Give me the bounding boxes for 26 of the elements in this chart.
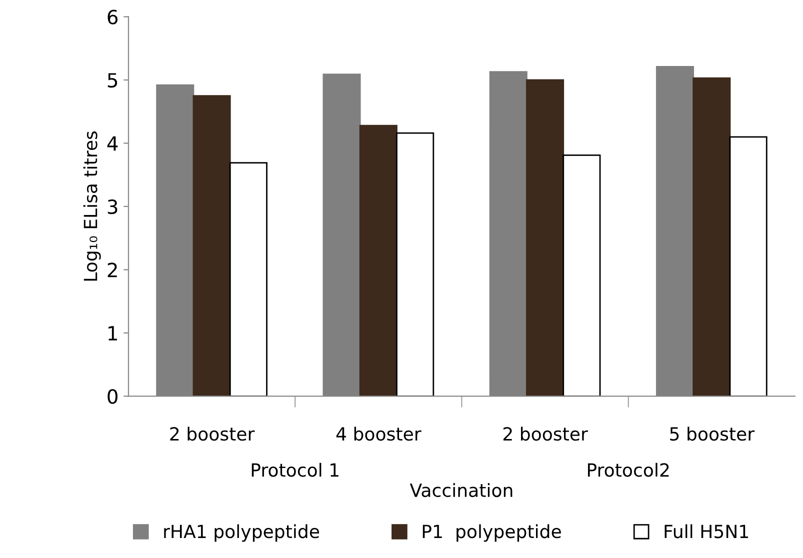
x-tick-label: 2 booster (170, 426, 255, 441)
legend-label: P1 polypeptide (422, 524, 561, 542)
y-tick-label: 0 (108, 389, 118, 404)
bar (526, 79, 564, 396)
bar (729, 136, 768, 396)
y-tick-label: 6 (108, 10, 118, 24)
bar (692, 77, 731, 396)
y-axis-title: Log₁₀ ELisa titres (83, 131, 101, 281)
y-tick-label: 4 (107, 136, 118, 151)
y-tick-label: 3 (108, 199, 118, 214)
bar (192, 95, 231, 396)
bar (359, 124, 398, 396)
bar (396, 132, 434, 396)
x-tick-label: 4 booster (336, 426, 422, 441)
legend-label: rHA1 polypeptide (164, 524, 320, 542)
y-tick-label: 1 (108, 326, 117, 340)
x-tick-label: 2 booster (503, 426, 588, 441)
x-tick-label: 5 booster (670, 426, 755, 441)
legend-label: Full H5N1 (664, 524, 748, 538)
x-axis-title: Vaccination (410, 483, 512, 498)
bar (229, 162, 268, 396)
y-tick-label: 5 (108, 73, 118, 88)
y-tick-label: 2 (108, 262, 117, 278)
bar (562, 154, 601, 396)
text: Protocol2 (588, 462, 669, 477)
text: Protocol 1 (252, 462, 338, 477)
